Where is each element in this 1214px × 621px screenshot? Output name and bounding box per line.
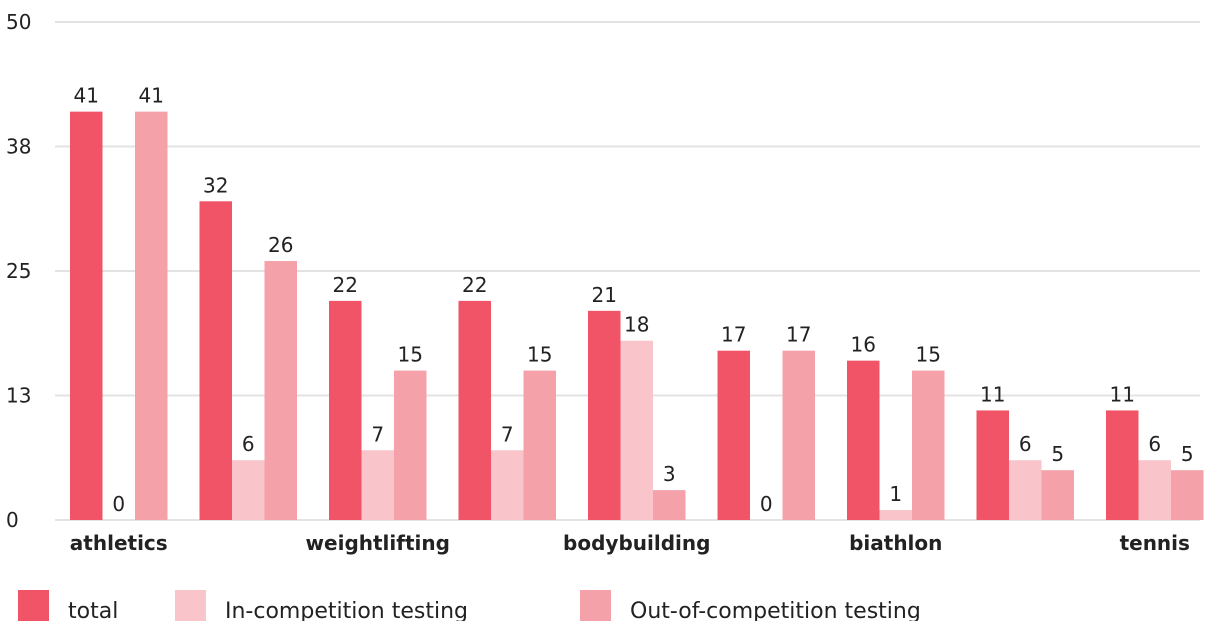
value-label: 0: [112, 492, 125, 516]
bar: [458, 300, 491, 520]
legend-swatch: [175, 590, 206, 621]
value-label: 22: [462, 273, 487, 297]
x-tick-label: biathlon: [849, 531, 942, 555]
value-label: 15: [916, 343, 941, 367]
bar: [782, 350, 815, 520]
value-label: 26: [268, 233, 293, 257]
bar: [232, 460, 265, 520]
value-label: 7: [501, 422, 514, 446]
value-label: 11: [1110, 382, 1135, 406]
value-label: 6: [1148, 432, 1161, 456]
value-label: 11: [980, 382, 1005, 406]
bar: [1041, 470, 1074, 520]
bar: [717, 350, 750, 520]
bar: [847, 360, 880, 520]
y-tick-label: 25: [6, 259, 31, 283]
legend-swatch: [18, 590, 49, 621]
value-label: 15: [398, 343, 423, 367]
value-label: 22: [333, 273, 358, 297]
bar: [1138, 460, 1171, 520]
bar: [523, 370, 556, 520]
bar: [879, 510, 912, 520]
value-label: 6: [242, 432, 255, 456]
value-label: 15: [527, 343, 552, 367]
bar: [199, 201, 232, 520]
y-tick-label: 50: [6, 10, 31, 34]
x-tick-label: weightlifting: [306, 531, 450, 555]
y-tick-label: 0: [6, 508, 19, 532]
x-tick-label: bodybuilding: [563, 531, 710, 555]
bar: [588, 310, 621, 520]
value-label: 41: [139, 84, 164, 108]
x-tick-label: athletics: [70, 531, 168, 555]
y-tick-label: 13: [6, 384, 31, 408]
bar: [912, 370, 945, 520]
bar: [70, 111, 103, 520]
value-label: 18: [624, 313, 649, 337]
value-label: 7: [371, 422, 384, 446]
bar: [491, 450, 524, 520]
value-label: 6: [1019, 432, 1032, 456]
bar: [1106, 410, 1139, 520]
bar: [264, 261, 297, 520]
x-tick-label: tennis: [1120, 531, 1190, 555]
y-tick-label: 38: [6, 135, 31, 159]
value-label: 17: [786, 323, 811, 347]
value-label: 5: [1181, 442, 1194, 466]
value-label: 1: [889, 482, 902, 506]
bar: [1009, 460, 1042, 520]
legend-label: total: [68, 599, 118, 621]
bar: [1171, 470, 1204, 520]
bar: [329, 300, 362, 520]
value-label: 21: [592, 283, 617, 307]
legend-label: In-competition testing: [225, 599, 468, 621]
value-label: 41: [74, 84, 99, 108]
bar: [394, 370, 427, 520]
value-label: 32: [203, 173, 228, 197]
value-label: 0: [760, 492, 773, 516]
legend-swatch: [580, 590, 611, 621]
bar: [976, 410, 1009, 520]
bar: [135, 111, 168, 520]
value-label: 16: [851, 333, 876, 357]
value-label: 5: [1051, 442, 1064, 466]
value-label: 17: [721, 323, 746, 347]
legend-label: Out-of-competition testing: [630, 599, 921, 621]
bar: [620, 340, 653, 520]
value-label: 3: [663, 462, 676, 486]
bar: [361, 450, 394, 520]
bar: [653, 490, 686, 520]
